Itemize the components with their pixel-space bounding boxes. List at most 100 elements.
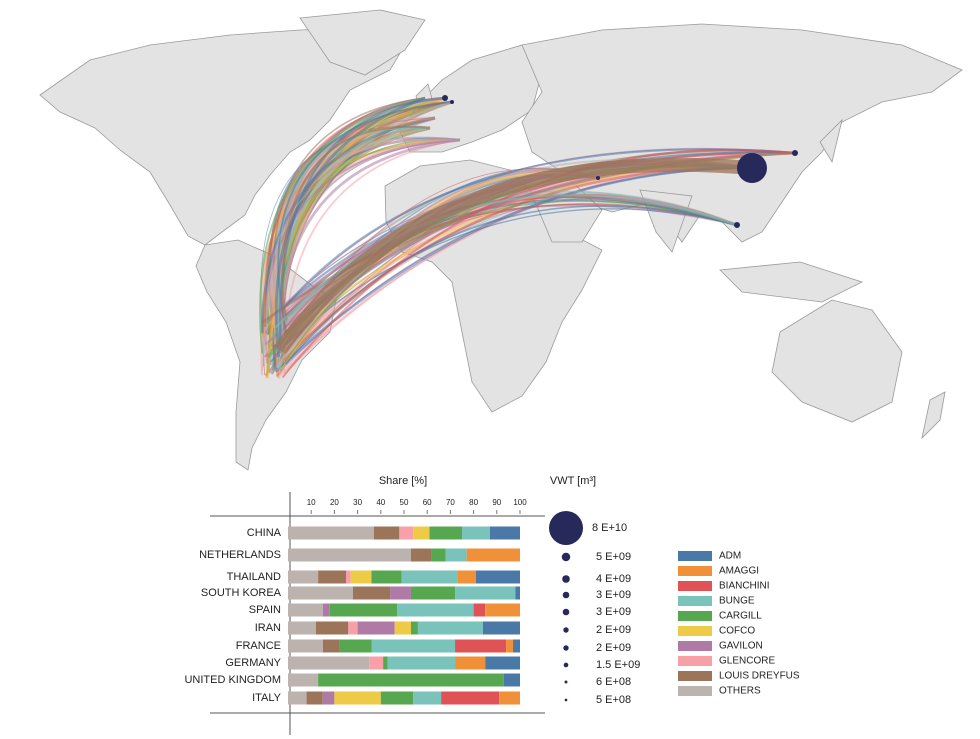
vwt-bubble <box>561 552 571 562</box>
legend-swatch <box>678 641 712 651</box>
bar-segment <box>322 603 330 617</box>
flow-arc <box>274 96 426 358</box>
destination-china <box>737 153 767 183</box>
bar-segment <box>489 526 520 540</box>
vwt-bubble <box>563 627 569 633</box>
bar-segment <box>457 570 476 584</box>
flow-arc <box>281 208 738 349</box>
y-tick-label: ITALY <box>252 692 282 704</box>
bar-segment <box>401 570 458 584</box>
vwt-bubble <box>562 608 570 616</box>
bar-segment <box>318 673 504 687</box>
x-tick-label: 50 <box>400 498 409 507</box>
new-zealand <box>921 391 946 440</box>
bar-segment <box>387 656 456 670</box>
bar-segment <box>455 639 507 653</box>
bar-segment <box>322 691 335 705</box>
bar-segment <box>329 603 398 617</box>
vwt-label: 2 E+09 <box>596 642 631 654</box>
bar-segment <box>369 656 384 670</box>
y-tick-label: THAILAND <box>227 571 281 583</box>
vwt-label: 8 E+10 <box>592 522 627 534</box>
vwt-label: 2 E+09 <box>596 624 631 636</box>
destination-thailand <box>734 222 740 228</box>
x-tick-label: 30 <box>353 498 362 507</box>
vwt-label: 4 E+09 <box>596 573 631 585</box>
flow-arc <box>276 100 453 370</box>
bar-segment <box>445 548 467 562</box>
x-tick-label: 80 <box>469 498 478 507</box>
legend-swatch <box>678 671 712 681</box>
legend-label: GLENCORE <box>719 656 775 667</box>
bar-segment <box>373 526 400 540</box>
bar-segment <box>515 586 520 600</box>
bar-segment <box>339 639 372 653</box>
bar-segment <box>318 570 346 584</box>
bar-segment <box>473 603 486 617</box>
bar-segment <box>410 548 432 562</box>
destination-germany <box>450 100 454 104</box>
bar-segment <box>455 656 486 670</box>
share-chart: Share [%] VWT [m³] 10 20 30 40 50 60 70 80 90 100… <box>184 475 800 735</box>
world-map <box>39 9 963 471</box>
bar-segment <box>390 586 411 600</box>
flow-arc <box>274 193 738 329</box>
bar-segment <box>383 656 388 670</box>
x-tick-label: 100 <box>513 498 527 507</box>
bar-segment <box>441 691 500 705</box>
vwt-bubble <box>563 645 569 651</box>
bar-segment <box>410 621 418 635</box>
vwt-label: 5 E+08 <box>596 694 631 706</box>
bubble-title: VWT [m³] <box>550 475 596 487</box>
bar-segment <box>506 639 514 653</box>
bar-segment <box>322 639 340 653</box>
bar-segment <box>334 691 381 705</box>
bar-segment <box>499 691 520 705</box>
bar-segment <box>288 639 323 653</box>
vwt-label: 5 E+09 <box>596 551 631 563</box>
vwt-label: 1.5 E+09 <box>596 659 640 671</box>
bar-segment <box>482 621 520 635</box>
y-tick-label: SPAIN <box>249 604 281 616</box>
x-tick-label: 40 <box>376 498 385 507</box>
y-tick-label: FRANCE <box>236 640 281 652</box>
europe <box>399 44 543 153</box>
bar-segment <box>485 603 520 617</box>
trade-flows <box>259 96 796 379</box>
bar-segment <box>288 656 370 670</box>
vwt-label: 3 E+09 <box>596 589 631 601</box>
flow-arc <box>281 125 431 335</box>
vwt-bubble <box>562 575 570 583</box>
bar-segment <box>288 673 319 687</box>
flow-arc <box>281 148 796 379</box>
legend-swatch <box>678 566 712 576</box>
flow-arc <box>272 148 796 321</box>
legend-label: COFCO <box>719 626 755 637</box>
legend-swatch <box>678 581 712 591</box>
x-tick-label: 90 <box>492 498 501 507</box>
x-axis-title: Share [%] <box>379 475 427 487</box>
bar-segment <box>380 691 414 705</box>
legend-label: LOUIS DREYFUS <box>719 671 800 682</box>
bar-segment <box>288 621 316 635</box>
bar-segment <box>503 673 520 687</box>
vwt-label: 3 E+09 <box>596 606 631 618</box>
vwt-label: 6 E+08 <box>596 676 631 688</box>
legend-label: GAVILON <box>719 641 763 652</box>
legend-swatch <box>678 686 712 696</box>
legend-swatch <box>678 626 712 636</box>
legend-label: OTHERS <box>719 686 761 697</box>
bar-segment <box>462 526 490 540</box>
legend-label: CARGILL <box>719 611 762 622</box>
x-tick-label: 10 <box>307 498 316 507</box>
y-tick-label: IRAN <box>255 622 281 634</box>
flow-arc-main <box>274 157 753 355</box>
destination-korea <box>792 150 798 156</box>
bar-segment <box>371 570 402 584</box>
bar-segment <box>348 621 358 635</box>
x-tick-label: 20 <box>330 498 339 507</box>
legend-swatch <box>678 656 712 666</box>
bar-segment <box>397 603 474 617</box>
bar-segment <box>288 603 323 617</box>
